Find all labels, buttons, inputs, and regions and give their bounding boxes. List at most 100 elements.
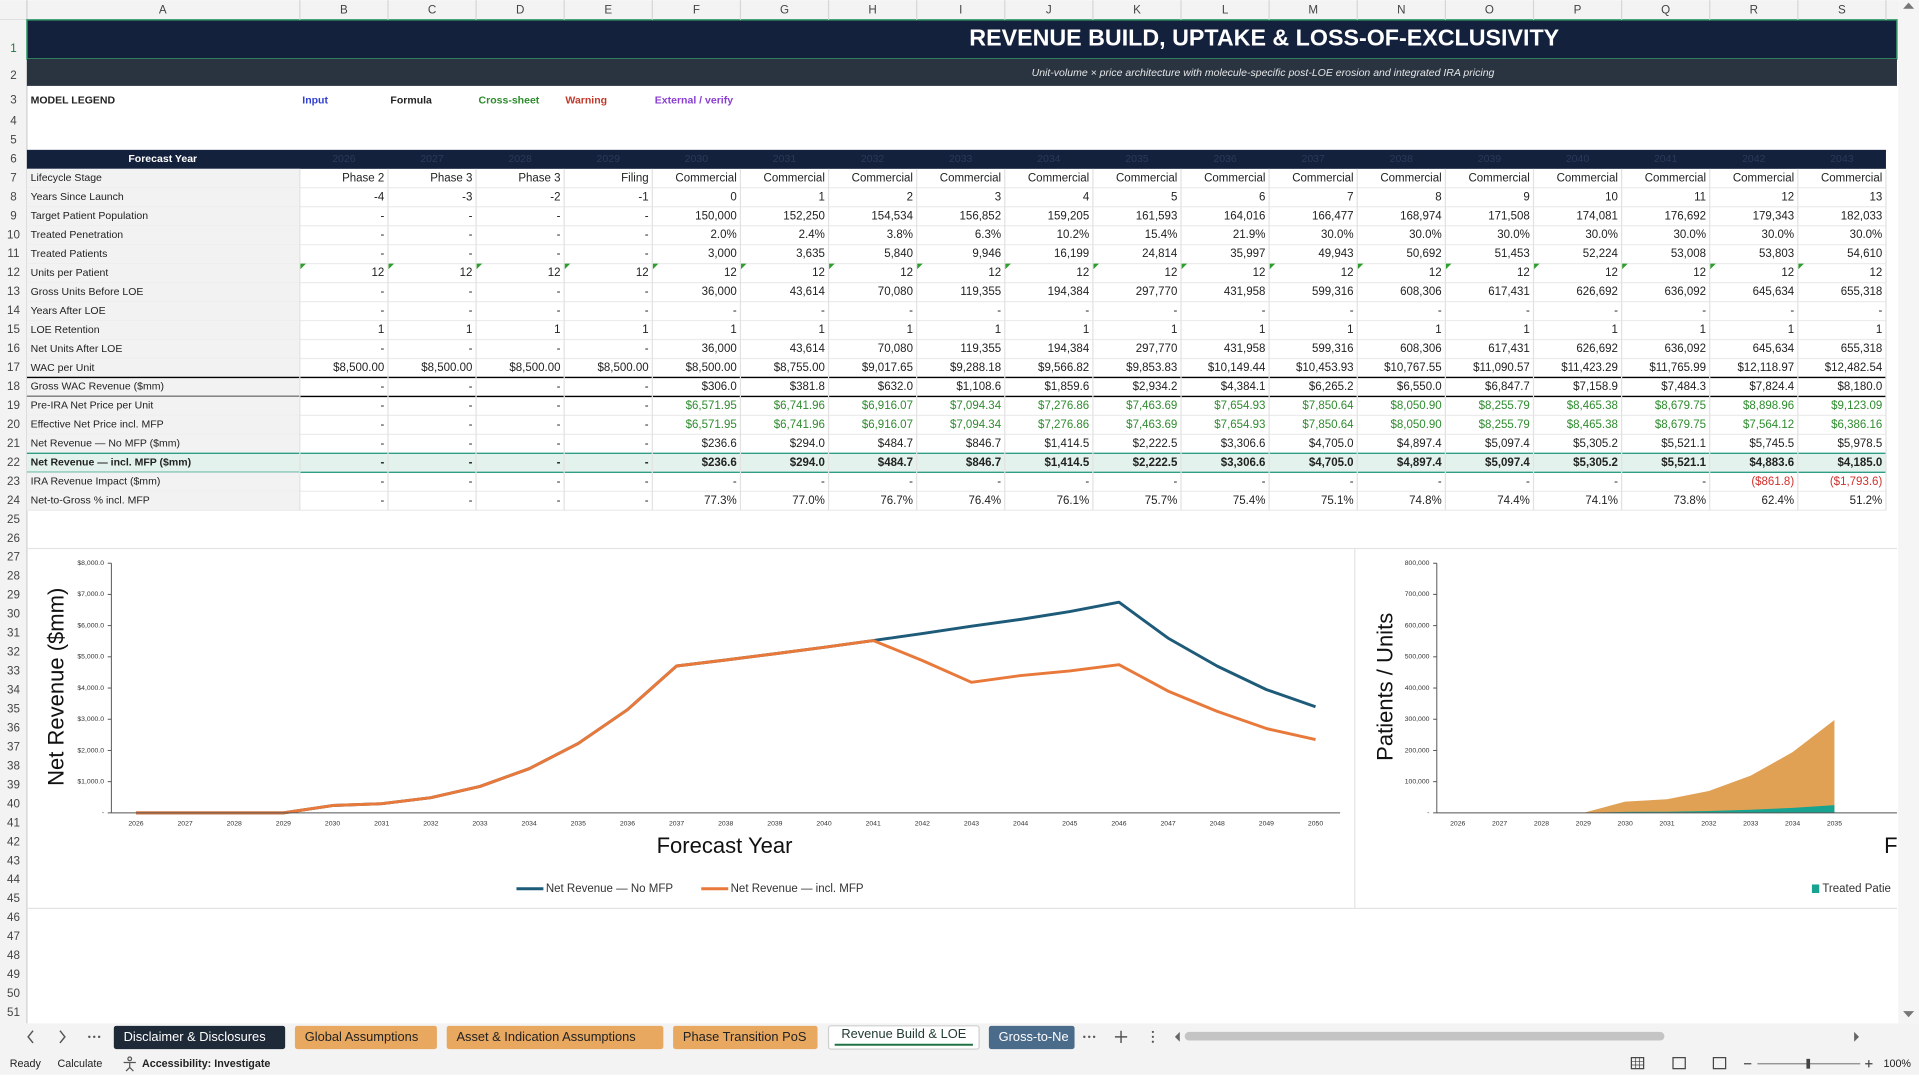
table-cell: - [469,210,473,222]
table-cell: $9,566.82 [1038,362,1089,374]
legend-label: MODEL LEGEND [31,94,116,106]
sheet-tab-label[interactable]: Revenue Build & LOE [841,1026,966,1041]
table-cell: Commercial [1645,172,1706,184]
table-cell: - [557,476,561,488]
zoom-thumb[interactable] [1806,1058,1811,1069]
row-label: Target Patient Population [31,210,149,222]
table-cell: $5,978.5 [1838,438,1883,450]
scroll-up-arrow[interactable] [1903,2,1915,9]
table-cell: 655,318 [1841,286,1883,298]
x-tick-label: 2037 [669,821,684,828]
tabs-overflow[interactable] [1083,1035,1096,1039]
chart: - 100,000 200,000 300,000 400,000 500,000 600,… [1372,560,1897,895]
table-cell: 194,384 [1048,343,1090,355]
sheet-tab[interactable] [988,1025,1075,1050]
x-tick-label: 2050 [1308,821,1323,828]
y-tick-label: 600,000 [1405,622,1430,629]
scroll-down-arrow[interactable] [1903,1011,1915,1018]
row-label: Gross Units Before LOE [31,286,144,298]
y-tick-label: $8,000.0 [77,560,104,567]
tab-next[interactable] [59,1030,66,1044]
y-tick-label: 500,000 [1405,654,1430,661]
sheet-tab[interactable] [446,1025,664,1050]
row-number: 4 [10,114,17,127]
horizontal-scroll-thumb[interactable] [1184,1031,1665,1041]
table-cell: $8,255.79 [1479,400,1530,412]
table-cell: $11,423.29 [1561,362,1618,374]
table-header-bar [26,149,1886,169]
table-cell: 156,852 [960,210,1002,222]
normal-view-grid [1631,1057,1644,1069]
table-cell: $294.0 [790,438,825,450]
sheet-tab-label[interactable]: Asset & Indication Assumptions [456,1029,635,1044]
sheet-options[interactable] [1151,1030,1154,1043]
table-cell: $846.7 [966,457,1001,469]
table-cell: $11,765.99 [1649,362,1706,374]
table-cell: 1 [1259,324,1265,336]
row-label-cell [26,320,300,340]
table-cell: Commercial [1821,172,1882,184]
sheet-tab-label[interactable]: Global Assumptions [305,1029,419,1044]
y-tick-label: 700,000 [1405,591,1430,598]
sheet-tab[interactable] [113,1025,286,1050]
table-cell: - [645,495,649,507]
sheet-tab-label[interactable]: Gross-to-Ne [999,1029,1069,1044]
x-tick-label: 2034 [1785,821,1800,828]
table-cell: 636,092 [1664,286,1706,298]
table-cell: Phase 2 [342,172,384,184]
sheet-tab[interactable] [827,1025,980,1050]
table-cell: -2 [550,191,560,203]
table-cell: $5,305.2 [1573,457,1618,469]
row-number: 28 [7,570,20,583]
series-area [1457,719,1835,813]
table-cell: 15.4% [1145,229,1178,241]
vertical-scrollbar[interactable] [1898,0,1919,1026]
table-cell: $7,564.12 [1743,419,1794,431]
row-number: 43 [7,854,20,867]
sheet-tab[interactable] [673,1025,818,1050]
legend-label: Net Revenue — No MFP [546,883,674,895]
table-cell: - [1526,476,1530,488]
row-number: 22 [7,456,20,469]
table-cell: 30.0% [1409,229,1442,241]
row-number: 8 [10,190,16,203]
table-cell: ($861.8) [1751,476,1794,488]
tab-more[interactable] [88,1035,101,1039]
table-cell: 12 [636,267,649,279]
accessibility-icon[interactable] [123,1056,136,1072]
table-cell: $381.8 [790,381,825,393]
zoom-in[interactable] [1865,1060,1873,1068]
x-tick-label: 2030 [325,821,340,828]
y-tick-label: 300,000 [1405,716,1430,723]
row-number: 10 [7,228,20,241]
status-zoom: 100% [1884,1058,1912,1070]
sheet-tab-label[interactable]: Disclaimer & Disclosures [124,1029,266,1044]
row-label: Effective Net Price incl. MFP [31,419,164,431]
hscroll-left[interactable] [1174,1031,1180,1042]
title-bar[interactable] [26,19,1898,60]
sheet-tab[interactable] [294,1025,437,1050]
table-cell: Commercial [764,172,825,184]
normal-view[interactable] [1630,1057,1645,1070]
row-number: 31 [7,627,20,640]
add-sheet[interactable] [1114,1030,1128,1043]
hscroll-right[interactable] [1854,1031,1860,1042]
tab-prev[interactable] [27,1030,34,1044]
table-cell: - [557,419,561,431]
x-tick-label: 2042 [915,821,930,828]
y-axis-title: Patients / Units [1372,613,1397,761]
table-cell: 119,355 [960,343,1001,355]
table-cell: - [380,495,384,507]
sheet-tab-label[interactable]: Phase Transition PoS [683,1029,807,1044]
page-layout-view[interactable] [1672,1057,1686,1070]
row-number: 18 [7,380,20,393]
table-cell: 12 [724,267,737,279]
row-number: 36 [7,721,20,734]
status-ready: Ready [10,1058,42,1070]
table-cell: 75.1% [1321,495,1354,507]
year-header: 2033 [949,153,973,165]
table-cell: - [645,229,649,241]
table-cell: Commercial [1733,172,1794,184]
table-cell: $3,306.6 [1221,457,1266,469]
page-break-view[interactable] [1712,1057,1727,1070]
